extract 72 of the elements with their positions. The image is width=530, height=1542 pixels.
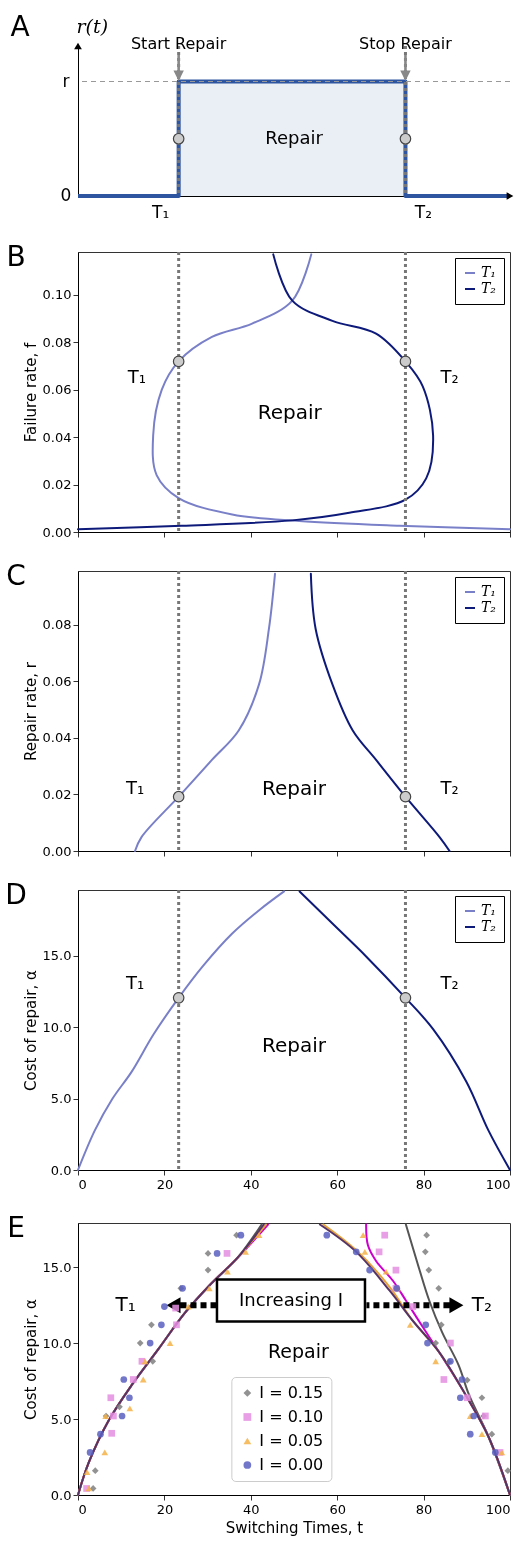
- annotation: T₁: [126, 365, 146, 387]
- x-tick-label: 40: [243, 1176, 260, 1192]
- x-tick-label: 60: [329, 1501, 346, 1517]
- x-tick-label: 60: [329, 1176, 346, 1192]
- y-axis-title: r(t): [76, 14, 109, 37]
- y-tick-label: 0.04: [42, 429, 72, 445]
- y-axis-title: Failure rate, f: [21, 342, 40, 443]
- annotation: Repair: [261, 1032, 327, 1057]
- x-tick-label: 100: [485, 1176, 511, 1192]
- annotation: T₂: [439, 365, 459, 387]
- text: T₂: [413, 202, 433, 222]
- legend-label: I = 0.05: [259, 1431, 324, 1450]
- x-tick-label: 80: [415, 1176, 433, 1192]
- annotation: Repair: [257, 400, 323, 425]
- y-tick-label: 5.0: [50, 1411, 72, 1427]
- y-tick-label: 0.00: [42, 843, 72, 859]
- text: r: [62, 70, 70, 91]
- legend-label: T₂: [481, 280, 497, 296]
- x-tick-label: 80: [415, 1501, 433, 1517]
- legend-label: T₂: [481, 918, 497, 934]
- text: Start Repair: [130, 34, 227, 53]
- chart-title: D: [5, 878, 27, 911]
- chart-title: C: [6, 559, 26, 592]
- y-tick-label: 15.0: [42, 948, 72, 964]
- annotation: T₁: [114, 1292, 136, 1317]
- legend-label: T₁: [481, 264, 496, 280]
- annotation: Increasing I: [238, 1288, 343, 1310]
- y-tick-label: 0.08: [42, 334, 72, 350]
- y-tick-label: 0.08: [42, 617, 72, 633]
- chart-title: A: [10, 10, 30, 43]
- y-axis-title: Cost of repair, α: [21, 969, 40, 1091]
- annotation: Repair: [265, 127, 324, 148]
- annotation: T₁: [124, 776, 145, 798]
- x-axis-title: Switching Times, t: [225, 1518, 364, 1537]
- y-tick-label: 0.06: [42, 673, 72, 689]
- y-tick-label: 0.00: [42, 524, 72, 540]
- text: T₁: [151, 202, 170, 222]
- y-tick-label: 15.0: [42, 1259, 72, 1275]
- x-tick-label: 0: [78, 1176, 87, 1192]
- y-tick-label: 10.0: [42, 1335, 72, 1351]
- text: Stop Repair: [359, 34, 453, 53]
- legend-label: I = 0.15: [259, 1383, 324, 1402]
- legend-label: I = 0.00: [259, 1455, 324, 1474]
- y-tick-label: 0.02: [42, 786, 72, 802]
- annotation: T₂: [439, 776, 459, 798]
- y-tick-label: 0.0: [50, 1162, 72, 1178]
- annotation: T₂: [470, 1292, 493, 1317]
- x-tick-label: 20: [156, 1501, 174, 1517]
- legend-label: T₁: [481, 902, 496, 918]
- annotation: T₂: [439, 972, 459, 994]
- y-axis-title: Cost of repair, α: [21, 1298, 40, 1420]
- x-tick-label: 100: [485, 1501, 511, 1517]
- y-tick-label: 0.0: [50, 1487, 72, 1503]
- x-tick-label: 20: [156, 1176, 174, 1192]
- y-tick-label: 0.06: [42, 382, 72, 398]
- y-tick-label: 5.0: [50, 1091, 72, 1107]
- annotation: Repair: [261, 775, 327, 800]
- chart-title: E: [7, 1211, 25, 1244]
- x-tick-label: 0: [78, 1501, 87, 1517]
- legend-label: I = 0.10: [259, 1407, 324, 1426]
- y-tick-label: 10.0: [42, 1019, 72, 1035]
- chart-title: B: [6, 240, 26, 273]
- x-tick-label: 40: [243, 1501, 260, 1517]
- annotation: T₁: [124, 972, 145, 994]
- text: 0: [60, 185, 72, 205]
- y-tick-label: 0.04: [42, 730, 72, 746]
- legend-label: T₁: [481, 583, 496, 599]
- annotation: Repair: [267, 1340, 329, 1363]
- y-tick-label: 0.02: [42, 477, 72, 493]
- y-axis-title: Repair rate, r: [21, 661, 40, 761]
- legend-label: T₂: [481, 599, 497, 615]
- y-tick-label: 0.10: [42, 287, 72, 303]
